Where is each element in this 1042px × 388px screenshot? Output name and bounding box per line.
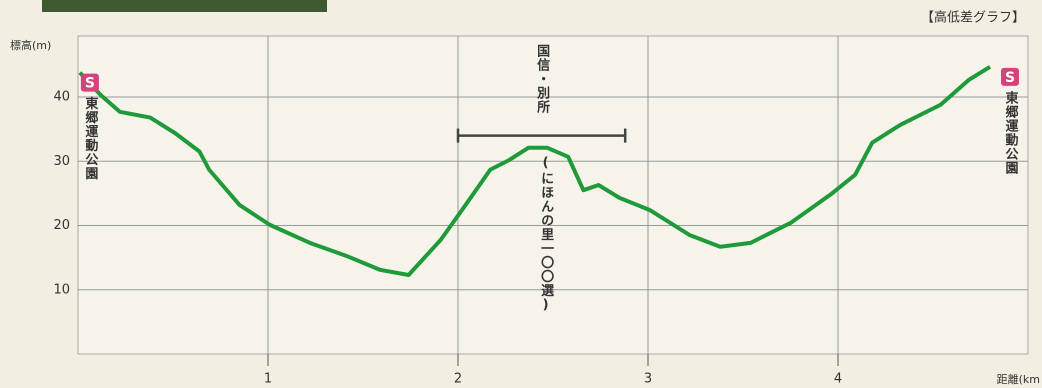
photo	[42, 0, 327, 12]
marker-label: 東郷運動公園	[82, 96, 98, 181]
marker-badge-text: S	[1005, 70, 1015, 86]
chart-title: 【高低差グラフ】	[921, 10, 1025, 26]
x-tick-label: 2	[454, 372, 462, 387]
range-label: 国信・別所	[534, 44, 551, 114]
y-tick-label: 40	[53, 90, 70, 105]
range-note: (にほんの里一〇〇選)	[538, 156, 554, 314]
y-tick-label: 30	[53, 154, 70, 169]
marker-badge	[1001, 67, 1019, 86]
elevation-line	[78, 65, 992, 277]
marker-label: 東郷運動公園	[1003, 90, 1019, 175]
marker-badge	[80, 73, 99, 92]
x-tick-label: 3	[644, 372, 652, 387]
x-tick-label: 1	[264, 372, 272, 387]
y-axis-label: 標高(m)	[10, 38, 51, 52]
x-axis-label: 距離(km	[997, 372, 1040, 386]
y-tick-label: 20	[53, 218, 70, 233]
marker-badge-text: S	[85, 76, 95, 92]
y-tick-label: 10	[53, 282, 70, 297]
x-tick-label: 4	[834, 372, 842, 387]
plot-area	[77, 35, 1029, 355]
